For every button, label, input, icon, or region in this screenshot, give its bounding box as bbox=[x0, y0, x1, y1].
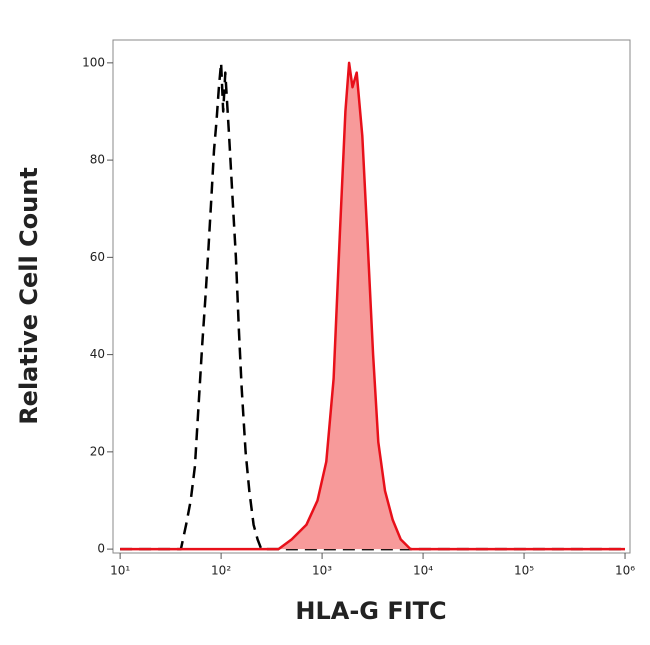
y-tick-label: 80 bbox=[90, 153, 105, 167]
x-tick-label: 10⁴ bbox=[413, 564, 433, 578]
x-tick-label: 10³ bbox=[312, 564, 332, 578]
series-area bbox=[120, 62, 626, 550]
x-tick-label: 10⁵ bbox=[514, 564, 534, 578]
y-axis-label: Relative Cell Count bbox=[15, 167, 43, 425]
y-tick-label: 100 bbox=[82, 55, 105, 69]
y-tick-label: 60 bbox=[90, 250, 105, 264]
x-axis-label: HLA-G FITC bbox=[295, 597, 446, 625]
plot-frame bbox=[112, 39, 631, 554]
x-tick-label: 10⁶ bbox=[615, 564, 635, 578]
y-tick-label: 20 bbox=[90, 444, 105, 458]
x-tick-label: 10¹ bbox=[110, 564, 130, 578]
series-line bbox=[120, 61, 625, 551]
x-tick-label: 10² bbox=[211, 564, 231, 578]
y-tick-label: 0 bbox=[97, 542, 105, 556]
y-tick-label: 40 bbox=[90, 347, 105, 361]
